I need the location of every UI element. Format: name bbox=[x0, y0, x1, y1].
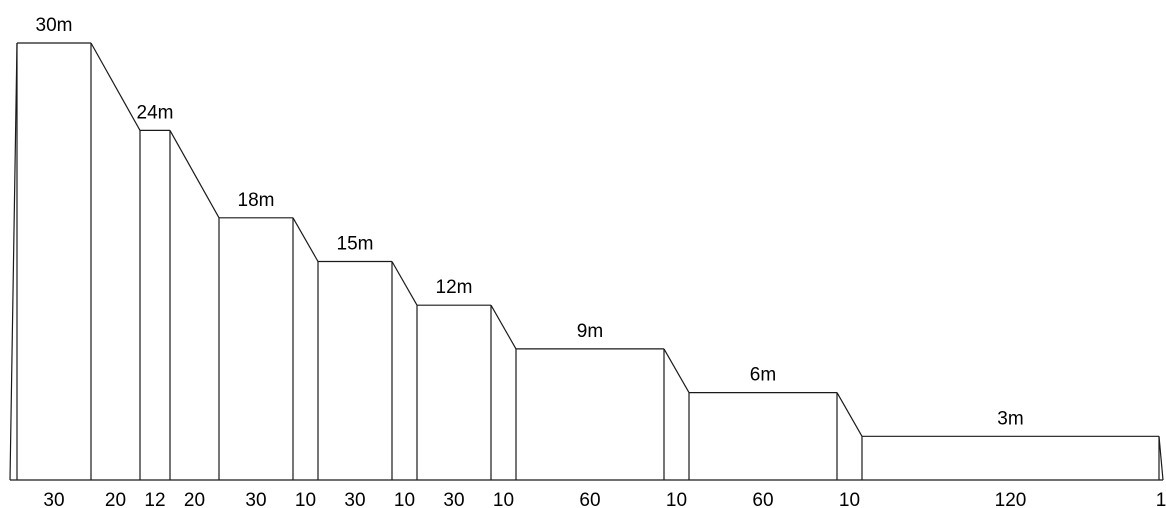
terrace-height-label: 12m bbox=[436, 277, 473, 298]
section-length-label: 20 bbox=[184, 490, 205, 508]
slope-line bbox=[9, 42, 18, 481]
slope-line bbox=[1158, 436, 1164, 481]
section-length-label: 120 bbox=[995, 490, 1027, 508]
slope-line bbox=[836, 392, 863, 437]
section-length-label: 1 bbox=[1156, 490, 1166, 508]
profile-lines bbox=[9, 42, 1164, 481]
terrace-height-label: 24m bbox=[137, 102, 174, 123]
section-length-label: 30 bbox=[43, 490, 64, 508]
profile-labels: 30m 24m 18m 15m 12m 9m 6m 3m 30 20 12 20 30 10 30 10 30 1… bbox=[36, 15, 1166, 508]
section-length-label: 60 bbox=[579, 490, 600, 508]
section-length-label: 30 bbox=[344, 490, 365, 508]
section-length-label: 10 bbox=[295, 490, 316, 508]
section-length-label: 10 bbox=[394, 490, 415, 508]
slope-line bbox=[90, 42, 141, 131]
slope-line bbox=[490, 304, 517, 350]
section-length-label: 12 bbox=[144, 490, 165, 508]
terrace-height-label: 15m bbox=[337, 234, 374, 255]
terrace-height-label: 18m bbox=[238, 190, 275, 211]
terrace-height-label: 3m bbox=[997, 408, 1023, 429]
section-length-label: 10 bbox=[839, 490, 860, 508]
section-length-label: 60 bbox=[752, 490, 773, 508]
slope-line bbox=[169, 130, 220, 219]
section-length-label: 30 bbox=[245, 490, 266, 508]
terrace-height-label: 6m bbox=[750, 365, 776, 386]
terrace-height-label: 9m bbox=[577, 321, 603, 342]
slope-line bbox=[292, 217, 319, 262]
section-length-label: 20 bbox=[105, 490, 126, 508]
section-length-label: 10 bbox=[666, 490, 687, 508]
section-length-label: 30 bbox=[443, 490, 464, 508]
section-length-label: 10 bbox=[493, 490, 514, 508]
slope-line bbox=[391, 261, 418, 306]
slope-line bbox=[663, 348, 690, 393]
terrace-height-label: 30m bbox=[36, 15, 73, 36]
